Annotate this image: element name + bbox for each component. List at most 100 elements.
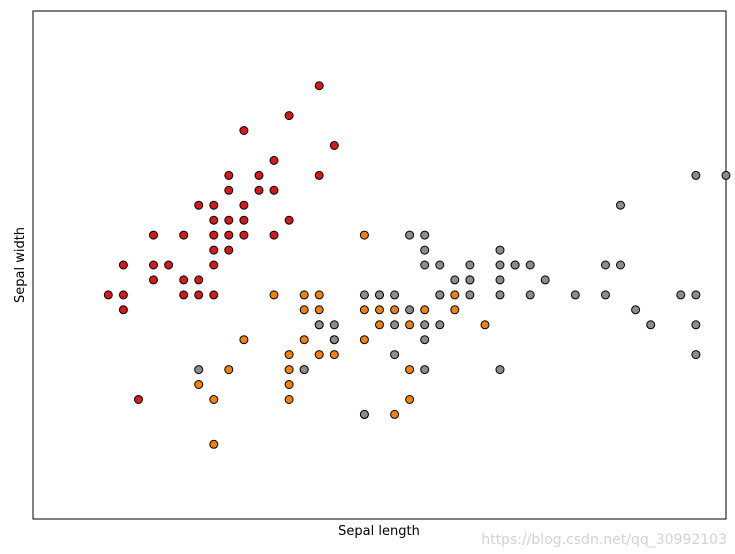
data-point-s1-24: [375, 320, 384, 330]
data-point-s1-25: [375, 305, 384, 315]
data-point-s2-35: [540, 275, 550, 285]
data-point-s2-45: [691, 170, 701, 180]
data-point-s0-25: [224, 170, 234, 180]
data-point-s2-1: [299, 365, 309, 375]
data-point-s1-17: [314, 290, 324, 300]
data-point-s2-12: [405, 230, 415, 240]
data-point-s0-38: [314, 81, 324, 91]
data-point-s2-14: [420, 230, 430, 240]
data-point-s1-29: [405, 365, 415, 375]
data-point-s1-14: [314, 350, 324, 360]
data-point-s0-27: [239, 215, 249, 225]
data-point-s1-5: [269, 290, 279, 300]
data-point-s2-17: [420, 320, 430, 330]
data-point-s0-6: [149, 260, 158, 270]
data-point-s0-29: [239, 126, 249, 135]
data-point-s0-28: [239, 200, 249, 210]
data-point-s0-16: [209, 260, 219, 270]
data-point-s1-12: [299, 305, 309, 315]
data-point-s0-22: [224, 230, 234, 240]
data-point-s0-18: [209, 230, 219, 240]
data-point-s1-2: [209, 395, 219, 404]
data-point-s0-12: [194, 290, 204, 300]
data-point-s0-33: [269, 185, 279, 195]
data-point-s0-37: [314, 170, 324, 180]
data-point-s1-4: [239, 335, 249, 345]
data-point-s0-24: [224, 185, 234, 195]
data-point-s1-1: [209, 439, 219, 449]
data-point-s2-23: [450, 275, 460, 285]
watermark: https://blog.csdn.net/qq_30992103: [481, 532, 727, 548]
data-point-s2-5: [359, 290, 369, 300]
data-point-s2-41: [631, 305, 641, 315]
data-point-s0-9: [179, 290, 189, 300]
data-point-s0-3: [118, 260, 128, 270]
data-point-s1-18: [329, 350, 339, 360]
data-point-s0-2: [118, 305, 128, 315]
data-point-s2-39: [616, 200, 625, 210]
data-point-s0-13: [194, 275, 204, 285]
data-point-s1-27: [390, 305, 400, 315]
data-point-s1-28: [405, 395, 415, 404]
data-point-s2-27: [495, 245, 505, 255]
data-point-s1-9: [284, 350, 294, 360]
data-point-s1-26: [390, 409, 400, 419]
data-point-s2-6: [359, 409, 369, 419]
data-point-s2-18: [420, 365, 430, 375]
data-point-s1-31: [420, 305, 430, 315]
data-point-s0-7: [149, 230, 158, 240]
data-point-s1-6: [284, 395, 294, 404]
data-point-s2-3: [329, 335, 339, 345]
data-point-s1-7: [284, 380, 294, 389]
data-point-s2-10: [390, 290, 400, 300]
data-point-s0-39: [329, 141, 339, 150]
data-point-s2-29: [495, 260, 505, 270]
data-point-s0-14: [194, 200, 204, 210]
data-point-s2-31: [495, 365, 505, 375]
data-point-s0-26: [239, 230, 249, 240]
data-point-s0-19: [209, 215, 219, 225]
data-point-s1-34: [450, 290, 460, 300]
data-point-s2-30: [495, 290, 505, 300]
data-point-s2-44: [691, 290, 701, 300]
data-point-s0-5: [149, 275, 158, 285]
data-point-s2-0: [194, 365, 204, 375]
data-point-s1-33: [450, 305, 460, 315]
data-point-s0-1: [118, 290, 128, 300]
data-point-s1-0: [194, 380, 204, 389]
data-point-s2-42: [646, 320, 656, 330]
data-point-s2-37: [601, 290, 610, 300]
data-point-s0-8: [164, 260, 174, 270]
data-point-s2-26: [465, 275, 475, 285]
data-point-s2-11: [390, 350, 400, 360]
data-point-s0-21: [224, 245, 234, 255]
data-point-s0-35: [284, 215, 294, 225]
data-point-s2-33: [525, 260, 535, 270]
data-point-s1-3: [224, 365, 234, 375]
data-point-s2-16: [420, 260, 430, 270]
data-point-s0-32: [269, 230, 279, 240]
data-point-s0-34: [269, 155, 279, 165]
data-point-s2-46: [691, 320, 701, 330]
data-point-s0-20: [209, 200, 219, 210]
data-point-s2-32: [510, 260, 520, 270]
data-point-s2-4: [329, 320, 339, 330]
data-point-s1-13: [299, 290, 309, 300]
data-point-s2-19: [420, 335, 430, 345]
data-point-s2-20: [435, 260, 445, 270]
data-point-s0-11: [179, 230, 189, 240]
data-point-s2-8: [375, 290, 384, 300]
data-point-s1-30: [405, 320, 415, 330]
data-point-s0-15: [209, 290, 219, 300]
data-point-s2-21: [435, 290, 445, 300]
data-point-s1-11: [299, 335, 309, 345]
data-point-s2-28: [495, 275, 505, 285]
y-axis-label: Sepal width: [13, 227, 28, 303]
data-point-s0-10: [179, 275, 189, 285]
data-point-s2-9: [390, 320, 400, 330]
data-point-s0-36: [284, 111, 294, 121]
data-point-s1-16: [314, 305, 324, 315]
data-point-s2-43: [676, 290, 686, 300]
x-axis-label: Sepal length: [338, 524, 420, 539]
